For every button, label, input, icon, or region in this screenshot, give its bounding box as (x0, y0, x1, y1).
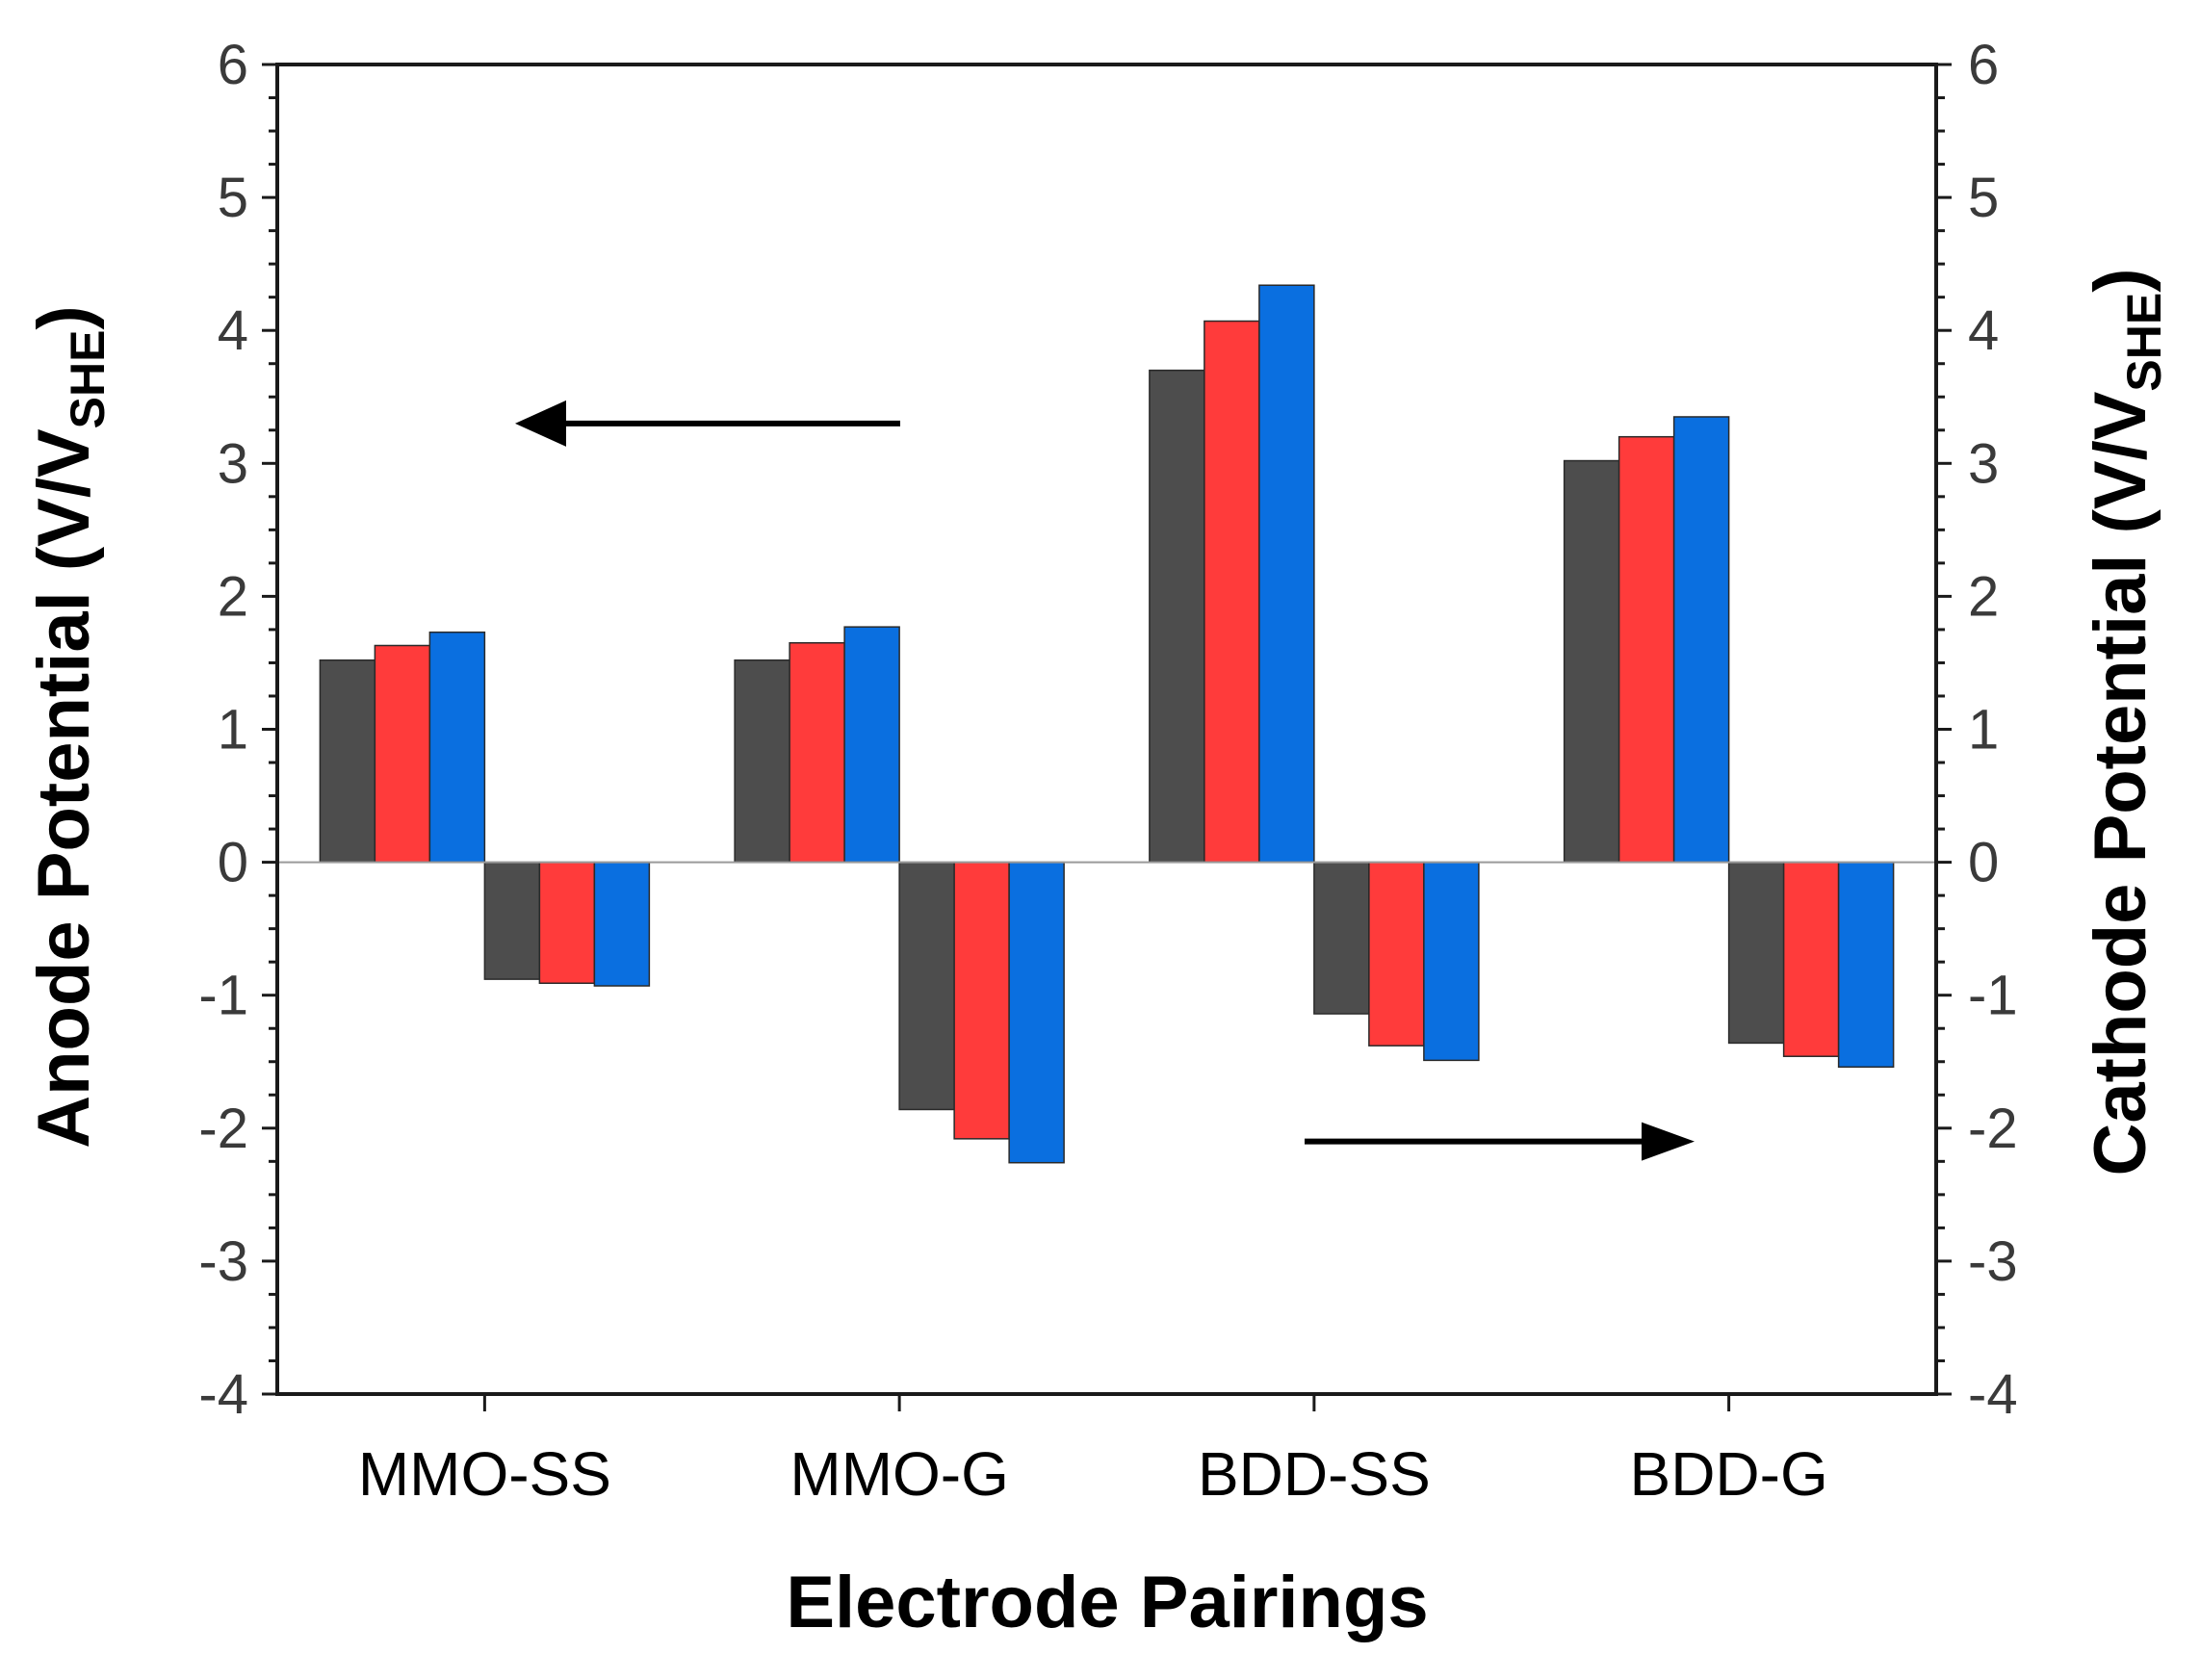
bars-layer (319, 284, 1895, 1164)
left-axis-title-sub: SHE (61, 330, 115, 429)
right-axis-title-close: ) (2080, 268, 2161, 292)
category-label-mmo-ss: MMO-SS (358, 1439, 611, 1509)
right-axis-title-sub: SHE (2117, 293, 2171, 392)
bar-bdd-g-anode-2 (1618, 435, 1675, 864)
right-tick-label: 4 (1968, 299, 1999, 362)
right-axis-title-main: Cathode Potential (V/V (2080, 391, 2161, 1176)
left-tick-label: -3 (198, 1230, 248, 1293)
category-label-mmo-g: MMO-G (789, 1439, 1009, 1509)
left-tick-label: 0 (218, 832, 248, 894)
bar-mmo-g-cathode-3 (1008, 861, 1065, 1164)
bar-mmo-g-cathode-1 (898, 861, 955, 1111)
x-axis-title: Electrode Pairings (786, 1562, 1428, 1643)
bar-mmo-ss-cathode-3 (593, 861, 651, 987)
bar-bdd-ss-cathode-1 (1313, 861, 1370, 1015)
bar-mmo-g-anode-3 (843, 626, 900, 864)
bar-mmo-ss-anode-2 (374, 644, 431, 864)
left-tick-label: -1 (198, 965, 248, 1027)
bar-mmo-ss-cathode-1 (483, 861, 541, 980)
right-tick-label: -1 (1968, 965, 2018, 1027)
right-tick-label: 3 (1968, 432, 1999, 495)
right-tick-label: 0 (1968, 832, 1999, 894)
bar-bdd-ss-anode-1 (1149, 369, 1205, 864)
left-tick-label: 4 (218, 299, 248, 362)
labels-layer: -4 -4 -3 -3 -2 -2 -1 -1 0 0 1 1 2 2 3 3 4 4 5 5 6 6 MMO-SS MMO-… (198, 34, 2017, 1509)
bar-bdd-ss-anode-3 (1258, 284, 1315, 864)
category-label-bdd-g: BDD-G (1630, 1439, 1828, 1509)
bar-bdd-ss-cathode-2 (1368, 861, 1425, 1047)
bar-mmo-g-cathode-2 (953, 861, 1010, 1140)
left-tick-label: 1 (218, 699, 248, 762)
right-tick-label: 2 (1968, 565, 1999, 628)
bar-bdd-g-cathode-1 (1727, 861, 1785, 1045)
bar-bdd-g-anode-1 (1563, 459, 1620, 864)
bar-mmo-ss-anode-3 (428, 631, 486, 864)
right-tick-label: 5 (1968, 167, 1999, 229)
left-tick-label: 3 (218, 432, 248, 495)
right-tick-label: -3 (1968, 1230, 2018, 1293)
right-axis-title: Cathode Potential (V/VSHE) (2080, 268, 2171, 1176)
right-tick-label: 1 (1968, 699, 1999, 762)
bar-bdd-ss-cathode-3 (1423, 861, 1480, 1062)
left-tick-label: 5 (218, 167, 248, 229)
bar-bdd-g-cathode-2 (1782, 861, 1840, 1057)
left-axis-title: Anode Potential (V/VSHE) (23, 305, 115, 1149)
bar-mmo-g-anode-2 (789, 641, 845, 864)
arrows-layer (515, 400, 1695, 1161)
bar-bdd-ss-anode-2 (1204, 320, 1260, 864)
bar-mmo-g-anode-1 (734, 659, 790, 864)
bar-bdd-g-cathode-3 (1837, 861, 1895, 1069)
bar-mmo-ss-cathode-2 (538, 861, 596, 985)
left-axis-title-main: Anode Potential (V/V (23, 428, 105, 1149)
left-tick-label: -4 (198, 1363, 248, 1426)
right-tick-label: -4 (1968, 1363, 2018, 1426)
anode-axis-arrow-head (515, 400, 566, 447)
ticks-layer (262, 63, 1952, 1411)
right-tick-label: 6 (1968, 34, 1999, 96)
left-tick-label: 6 (218, 34, 248, 96)
left-tick-label: 2 (218, 565, 248, 628)
left-axis-title-close: ) (23, 305, 105, 329)
left-tick-label: -2 (198, 1098, 248, 1160)
category-label-bdd-ss: BDD-SS (1198, 1439, 1431, 1509)
bar-bdd-g-anode-3 (1672, 416, 1730, 864)
bar-mmo-ss-anode-1 (319, 659, 376, 864)
cathode-axis-arrow-head (1642, 1122, 1695, 1161)
right-tick-label: -2 (1968, 1098, 2018, 1160)
